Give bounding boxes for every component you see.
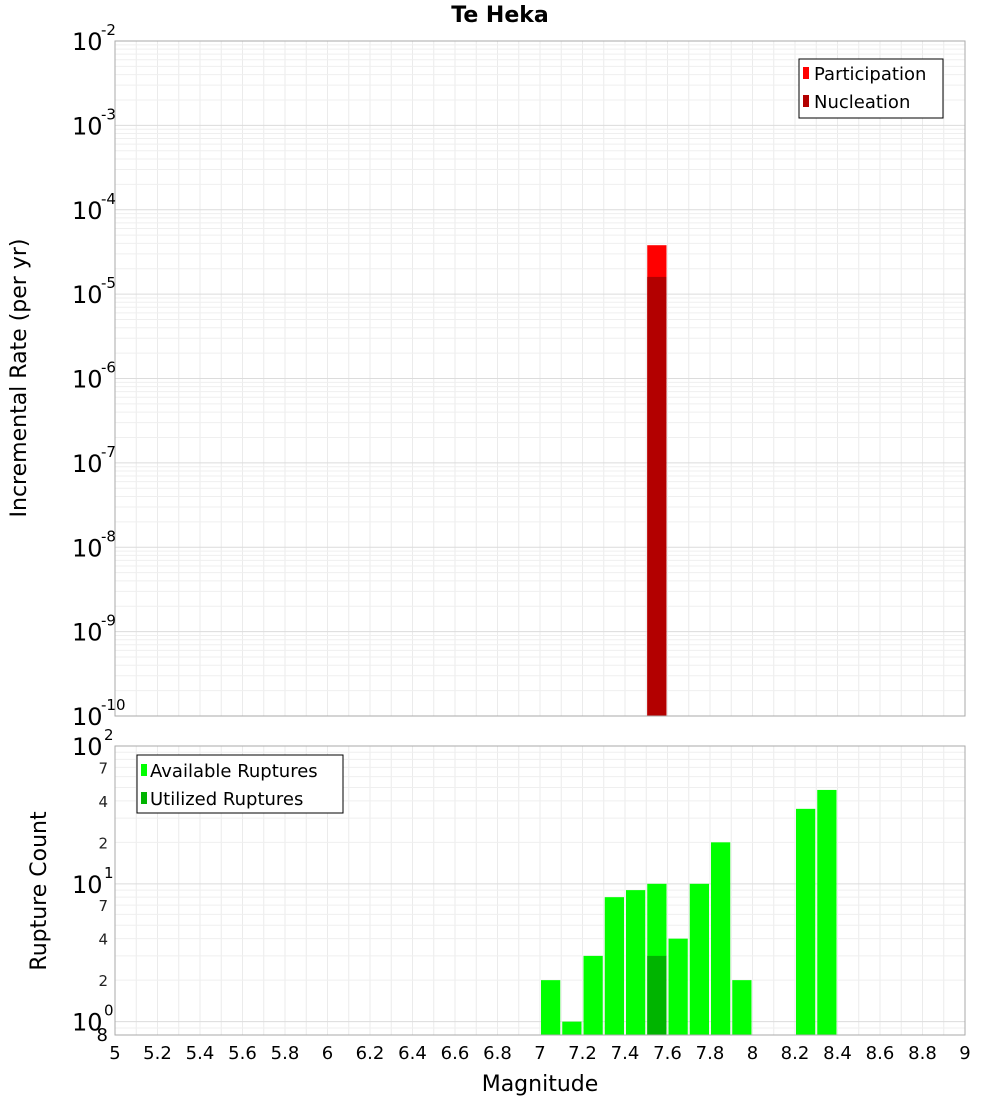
top-bars bbox=[647, 245, 667, 717]
top-y-tick-label: 10 bbox=[72, 366, 103, 394]
top-y-tick-label: 10 bbox=[72, 28, 103, 56]
top-y-tick-label: 10 bbox=[72, 619, 103, 647]
legend-swatch-utilized bbox=[141, 792, 147, 804]
top-y-tick-exponent: -2 bbox=[101, 21, 116, 39]
bottom-y-axis-label: Rupture Count bbox=[27, 811, 52, 971]
x-axis-label: Magnitude bbox=[482, 1072, 599, 1097]
x-tick-label: 6 bbox=[322, 1043, 333, 1064]
bottom-y-minor-tick-label: 7 bbox=[98, 897, 108, 915]
top-y-tick-exponent: -10 bbox=[101, 696, 126, 714]
top-y-tick-label: 10 bbox=[72, 112, 103, 140]
x-tick-label: 5.6 bbox=[228, 1043, 257, 1064]
available-ruptures-bar bbox=[689, 883, 709, 1035]
x-tick-label: 9 bbox=[959, 1043, 970, 1064]
bottom-y-minor-tick-label: 4 bbox=[98, 931, 108, 949]
top-y-tick-exponent: -4 bbox=[101, 190, 116, 208]
bottom-y-tick-label: 10 bbox=[72, 871, 103, 899]
x-tick-label: 7.6 bbox=[653, 1043, 682, 1064]
utilized-ruptures-bar bbox=[647, 955, 667, 1035]
top-y-tick-exponent: -3 bbox=[101, 105, 116, 123]
available-ruptures-bar bbox=[796, 808, 816, 1035]
top-y-tick-label: 10 bbox=[72, 450, 103, 478]
legend-label-nucleation: Nucleation bbox=[814, 92, 910, 113]
bottom-y-tick-label: 10 bbox=[72, 733, 103, 761]
top-y-tick-exponent: -8 bbox=[101, 527, 116, 545]
legend-swatch-nucleation bbox=[803, 95, 809, 107]
x-tick-label: 5.4 bbox=[186, 1043, 215, 1064]
x-tick-label: 6.2 bbox=[356, 1043, 385, 1064]
available-ruptures-bar bbox=[604, 897, 624, 1035]
x-tick-label: 6.4 bbox=[398, 1043, 427, 1064]
legend-label-participation: Participation bbox=[814, 64, 926, 85]
top-y-tick-exponent: -9 bbox=[101, 612, 116, 630]
top-y-tick-label: 10 bbox=[72, 703, 103, 731]
x-tick-label: 7 bbox=[534, 1043, 545, 1064]
x-tick-label: 8.8 bbox=[908, 1043, 937, 1064]
top-plot-frame bbox=[114, 40, 966, 717]
available-ruptures-bar bbox=[711, 842, 731, 1035]
top-gridlines bbox=[114, 41, 966, 717]
legend-swatch-participation bbox=[803, 67, 809, 79]
nucleation-bar bbox=[647, 276, 667, 716]
x-tick-label: 8.2 bbox=[781, 1043, 810, 1064]
chart-title: Te Heka bbox=[451, 3, 548, 28]
x-tick-label: 8.4 bbox=[823, 1043, 852, 1064]
top-y-tick-label: 10 bbox=[72, 281, 103, 309]
bottom-bars bbox=[541, 789, 837, 1035]
available-ruptures-bar bbox=[732, 980, 752, 1035]
legend-swatch-available bbox=[141, 764, 147, 776]
available-ruptures-bar bbox=[562, 1021, 582, 1035]
x-tick-label: 7.2 bbox=[568, 1043, 597, 1064]
top-legend: Participation Nucleation bbox=[798, 58, 944, 119]
top-y-tick-exponent: -7 bbox=[101, 443, 116, 461]
bottom-plot-frame bbox=[114, 745, 966, 1036]
bottom-y-minor-tick-label: 8 bbox=[97, 1025, 108, 1046]
x-tick-label: 5.2 bbox=[143, 1043, 172, 1064]
bottom-legend: Available Ruptures Utilized Ruptures bbox=[136, 754, 344, 814]
available-ruptures-bar bbox=[583, 955, 603, 1035]
available-ruptures-bar bbox=[817, 789, 837, 1035]
top-y-tick-exponent: -6 bbox=[101, 359, 116, 377]
x-tick-label: 8.6 bbox=[866, 1043, 895, 1064]
x-tick-label: 6.6 bbox=[441, 1043, 470, 1064]
x-tick-label: 6.8 bbox=[483, 1043, 512, 1064]
available-ruptures-bar bbox=[541, 980, 561, 1035]
bottom-y-tick-exponent: 0 bbox=[104, 1002, 114, 1020]
x-tick-label: 7.4 bbox=[611, 1043, 640, 1064]
top-y-tick-label: 10 bbox=[72, 534, 103, 562]
bottom-y-tick-exponent: 1 bbox=[104, 864, 114, 882]
bottom-y-tick-label: 10 bbox=[72, 1009, 103, 1037]
bottom-y-minor-tick-label: 4 bbox=[98, 793, 108, 811]
bottom-y-minor-tick-label: 2 bbox=[98, 834, 108, 852]
x-tick-label: 7.8 bbox=[696, 1043, 725, 1064]
x-tick-labels: 5 5.2 5.4 5.6 5.8 6 6.2 6.4 6.6 6.8 7 7.2 7.4 7.6 7.8 8… bbox=[109, 1043, 970, 1064]
x-tick-label: 5.8 bbox=[271, 1043, 300, 1064]
top-y-tick-exponent: -5 bbox=[101, 274, 116, 292]
x-tick-label: 5 bbox=[109, 1043, 120, 1064]
bottom-y-minor-tick-label: 7 bbox=[98, 759, 108, 777]
available-ruptures-bar bbox=[626, 890, 646, 1035]
available-ruptures-bar bbox=[668, 938, 688, 1035]
legend-label-utilized: Utilized Ruptures bbox=[150, 789, 303, 810]
top-y-axis-label: Incremental Rate (per yr) bbox=[7, 239, 32, 518]
x-tick-label: 8 bbox=[747, 1043, 758, 1064]
bottom-y-tick-exponent: 2 bbox=[104, 726, 114, 744]
top-y-tick-label: 10 bbox=[72, 197, 103, 225]
legend-label-available: Available Ruptures bbox=[150, 761, 318, 782]
bottom-y-minor-tick-label: 2 bbox=[98, 972, 108, 990]
